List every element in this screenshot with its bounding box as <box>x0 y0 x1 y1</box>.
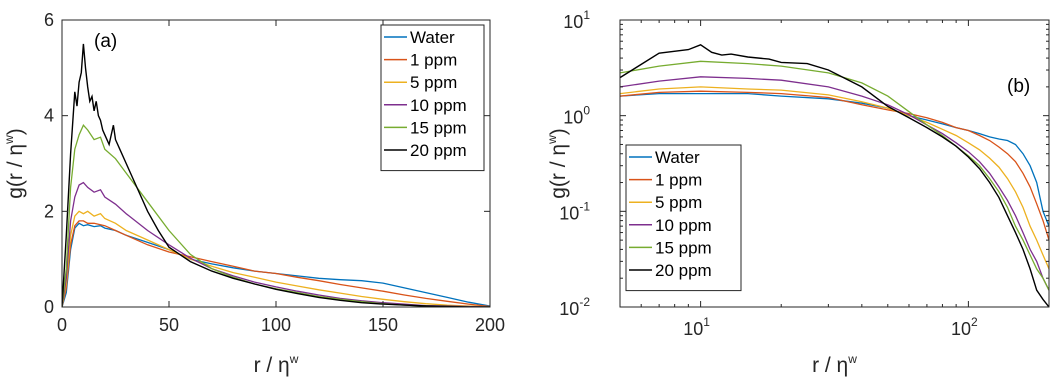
series-group <box>62 43 490 307</box>
x-tick-label: 150 <box>368 315 398 335</box>
y-tick-label: 6 <box>44 10 54 30</box>
y-tick-label: 100 <box>563 104 590 128</box>
legend-label: 5 ppm <box>655 193 702 212</box>
axes-box <box>619 19 1050 308</box>
series-line-20-ppm <box>620 44 1049 307</box>
x-tick-label: 200 <box>475 315 505 335</box>
legend-label: 10 ppm <box>410 96 467 115</box>
legend-box <box>625 144 742 292</box>
y-axis-label: g(r / ηw) <box>2 128 27 199</box>
x-tick-label: 50 <box>159 315 179 335</box>
y-tick-label: 101 <box>563 8 590 32</box>
y-tick-label: 0 <box>44 297 54 317</box>
series-line-10-ppm <box>620 76 1049 291</box>
x-tick-label: 102 <box>951 315 978 339</box>
legend: Water 1 ppm 5 ppm 10 ppm 15 ppm 20 ppm <box>380 24 485 172</box>
series-line-5-ppm <box>620 86 1049 270</box>
legend-label: 1 ppm <box>410 51 457 70</box>
y-axis-label: g(r / ηw) <box>545 128 570 199</box>
y-tick-label: 10-1 <box>559 199 590 223</box>
legend-label: 15 ppm <box>655 238 712 257</box>
y-tick-label: 4 <box>44 106 54 126</box>
x-axis-label: r / ηw <box>812 352 857 377</box>
chart-panel-b: 101 102 10-2 10-1 100 101 r / ηw g(r / ηw) (b) Wa… <box>545 8 1050 377</box>
x-tick-label: 100 <box>261 315 291 335</box>
chart-panel-a: 0 50 100 150 200 0 2 4 6 r / ηw g(r / ηw) (a) Water 1… <box>2 10 505 377</box>
panel-label: (b) <box>1007 76 1030 97</box>
legend-label: Water <box>655 148 700 167</box>
y-tick-label: 10-2 <box>559 295 590 319</box>
legend-label: 20 ppm <box>655 261 712 280</box>
legend-box <box>380 24 485 172</box>
y-tick-label: 2 <box>44 201 54 221</box>
panel-label: (a) <box>94 31 117 52</box>
x-tick-label: 0 <box>57 315 67 335</box>
series-line-10-ppm <box>62 181 490 307</box>
legend-label: 10 ppm <box>655 216 712 235</box>
series-line-1-ppm <box>62 220 490 307</box>
x-tick-label: 101 <box>683 315 710 339</box>
series-line-20-ppm <box>62 43 490 307</box>
legend-label: 1 ppm <box>655 171 702 190</box>
x-axis-label: r / ηw <box>254 352 299 377</box>
legend-label: Water <box>410 28 455 47</box>
legend-label: 20 ppm <box>410 141 467 160</box>
legend-label: 15 ppm <box>410 118 467 137</box>
series-group <box>620 44 1049 307</box>
legend: Water 1 ppm 5 ppm 10 ppm 15 ppm 20 ppm <box>625 144 742 292</box>
series-line-1-ppm <box>620 90 1049 241</box>
series-line-5-ppm <box>62 210 490 307</box>
legend-label: 5 ppm <box>410 73 457 92</box>
